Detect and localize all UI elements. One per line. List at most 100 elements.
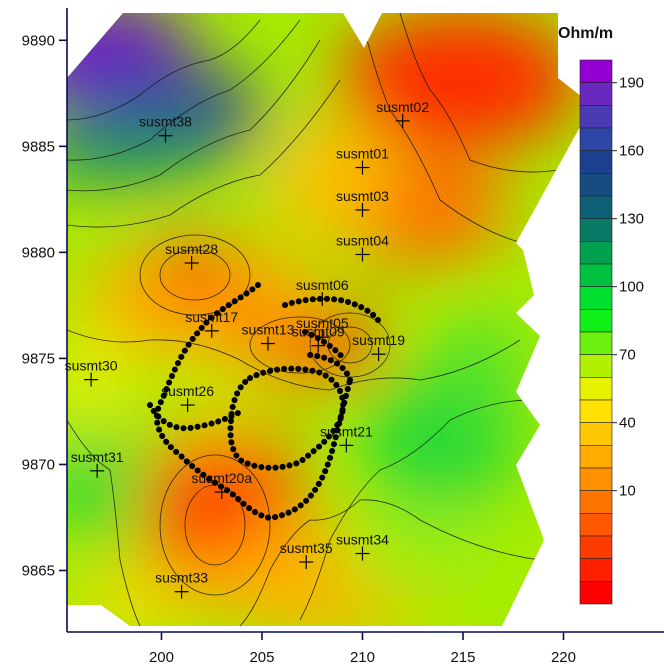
- legend-tick-label: 160: [619, 143, 644, 160]
- legend-tick-label: 190: [619, 75, 644, 92]
- station-susmt04: susmt04: [336, 232, 389, 262]
- station-label: susmt19: [352, 332, 405, 348]
- legend-swatch: [579, 467, 613, 491]
- legend-tick-label: 130: [619, 211, 644, 228]
- legend-swatch: [579, 513, 613, 537]
- legend-swatch: [579, 309, 613, 333]
- y-tick-label: 9890: [22, 32, 55, 49]
- legend-swatch: [579, 195, 613, 219]
- station-susmt17: susmt17: [185, 309, 238, 338]
- station-label: susmt35: [280, 540, 333, 556]
- station-label: susmt33: [155, 570, 208, 586]
- contour-line: [299, 399, 541, 621]
- station-label: susmt05: [296, 315, 349, 331]
- legend-title: Ohm/m: [558, 25, 613, 42]
- station-susmt26: susmt26: [161, 383, 214, 413]
- contour-line: [359, 13, 531, 246]
- station-susmt38: susmt38: [139, 114, 192, 143]
- station-susmt28: susmt28: [165, 241, 218, 270]
- station-label: susmt03: [336, 188, 389, 204]
- station-susmt06: susmt06: [296, 277, 349, 307]
- legend-swatch: [579, 218, 613, 242]
- legend-swatch: [579, 286, 613, 310]
- station-susmt20a: susmt20a: [191, 470, 252, 500]
- station-label: susmt06: [296, 277, 349, 293]
- y-tick-label: 9885: [22, 138, 55, 155]
- station-susmt21: susmt21: [320, 423, 373, 453]
- station-susmt01: susmt01: [336, 146, 389, 175]
- axes: [66, 8, 664, 633]
- legend-swatch: [579, 82, 613, 106]
- contour-ring: [159, 454, 271, 596]
- contour-line: [67, 19, 301, 161]
- legend-swatch: [579, 581, 613, 605]
- station-label: susmt09: [292, 324, 345, 340]
- contour-line: [399, 13, 559, 173]
- y-tick-label: 9870: [22, 456, 55, 473]
- station-label: susmt01: [336, 146, 389, 162]
- station-susmt09: susmt09: [292, 324, 345, 353]
- contour-ring: [139, 234, 251, 316]
- legend-swatch: [579, 354, 613, 378]
- station-label: susmt02: [376, 99, 429, 115]
- legend-swatch: [579, 377, 613, 401]
- contour-ring: [159, 249, 231, 301]
- y-tick-label: 9875: [22, 350, 55, 367]
- legend-tick-label: 70: [619, 347, 636, 364]
- station-label: susmt13: [242, 322, 295, 338]
- contour-line: [67, 419, 141, 626]
- y-axis-ticks: 9890 9885 9880 9875 9870 9865: [22, 32, 67, 579]
- legend-swatch: [579, 150, 613, 174]
- station-susmt33: susmt33: [155, 570, 208, 599]
- contour-field: [67, 13, 592, 626]
- station-label: susmt17: [185, 309, 238, 325]
- station-susmt35: susmt35: [280, 540, 333, 570]
- legend-swatch: [579, 59, 613, 83]
- legend-tick-label: 40: [619, 415, 636, 432]
- station-susmt13: susmt13: [242, 322, 295, 351]
- station-label: susmt38: [139, 114, 192, 130]
- station-label: susmt30: [65, 358, 118, 374]
- legend-swatch: [579, 105, 613, 129]
- station-susmt31: susmt31: [71, 449, 124, 478]
- station-label: susmt31: [71, 449, 124, 465]
- contour-line: [67, 329, 521, 391]
- x-tick-label: 220: [551, 649, 576, 666]
- station-label: susmt21: [320, 423, 373, 439]
- station-susmt02: susmt02: [376, 99, 429, 128]
- legend-swatch: [579, 445, 613, 469]
- legend-swatch: [579, 558, 613, 582]
- contour-ring: [249, 316, 351, 374]
- contour-line: [67, 39, 321, 192]
- legend-swatch: [579, 399, 613, 423]
- station-susmt34: susmt34: [336, 532, 389, 561]
- x-tick-label: 215: [450, 649, 475, 666]
- station-label: susmt26: [161, 383, 214, 399]
- x-tick-label: 200: [149, 649, 174, 666]
- color-legend: Ohm/m 190 160 130 100 70 40 10: [558, 25, 644, 605]
- station-label: susmt04: [336, 232, 389, 248]
- legend-swatch: [579, 263, 613, 287]
- legend-swatch: [579, 331, 613, 355]
- station-susmt19: susmt19: [352, 332, 405, 362]
- contour-line: [67, 19, 261, 121]
- station-markers: susmt38 susmt02 susmt01 susmt03 susmt04 susmt…: [65, 99, 429, 599]
- legend-swatch: [579, 173, 613, 197]
- station-susmt30: susmt30: [65, 358, 118, 387]
- contour-lines: [67, 13, 559, 626]
- legend-swatch: [579, 490, 613, 514]
- contour-line: [239, 499, 541, 626]
- station-label: susmt28: [165, 241, 218, 257]
- x-axis-ticks: 200 205 210 215 220: [149, 632, 576, 666]
- legend-swatch: [579, 127, 613, 151]
- contour-line: [67, 79, 341, 228]
- y-tick-label: 9880: [22, 244, 55, 261]
- legend-swatch: [579, 535, 613, 559]
- legend-swatch: [579, 241, 613, 265]
- caldera-outline: [147, 282, 381, 522]
- legend-tick-label: 100: [619, 279, 644, 296]
- y-tick-label: 9865: [22, 562, 55, 579]
- station-label: susmt20a: [191, 470, 252, 486]
- x-tick-label: 210: [350, 649, 375, 666]
